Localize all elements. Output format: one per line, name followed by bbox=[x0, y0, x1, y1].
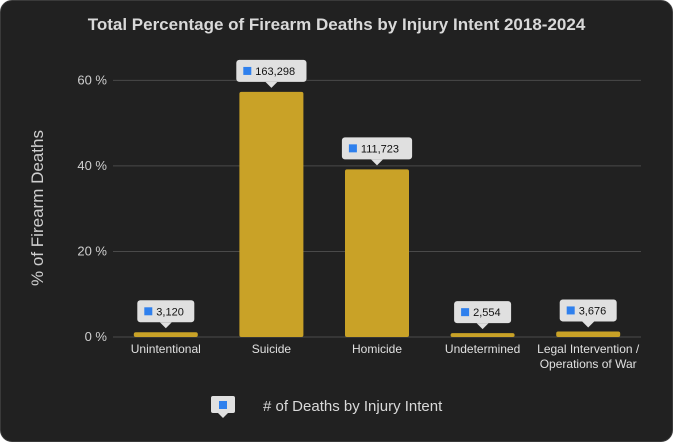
data-label: 2,554 bbox=[473, 307, 501, 319]
x-tick-label: Suicide bbox=[252, 342, 292, 356]
bar[interactable] bbox=[133, 332, 198, 337]
bar[interactable] bbox=[345, 169, 409, 337]
data-label-pointer bbox=[476, 323, 489, 330]
data-label-marker bbox=[566, 306, 575, 315]
bar[interactable] bbox=[556, 331, 621, 337]
data-label: 3,676 bbox=[579, 305, 607, 317]
data-label-pointer bbox=[159, 322, 172, 329]
bar[interactable] bbox=[239, 91, 304, 337]
bar[interactable] bbox=[450, 333, 515, 337]
data-label-pointer bbox=[265, 81, 278, 88]
x-tick-label: Undetermined bbox=[445, 342, 520, 356]
data-label-marker bbox=[243, 66, 252, 75]
data-label-box bbox=[559, 299, 617, 322]
y-tick-label: 40 % bbox=[77, 158, 107, 173]
data-label: 3,120 bbox=[156, 306, 184, 318]
y-tick-label: 0 % bbox=[85, 329, 108, 344]
y-tick-label: 60 % bbox=[77, 72, 107, 87]
data-label-marker bbox=[144, 307, 153, 316]
data-label-marker bbox=[461, 308, 470, 317]
x-tick-label: Operations of War bbox=[540, 357, 637, 371]
data-label-box bbox=[236, 59, 307, 82]
x-tick-label: Homicide bbox=[352, 342, 402, 356]
data-label: 163,298 bbox=[255, 66, 295, 78]
chart-title: Total Percentage of Firearm Deaths by In… bbox=[87, 15, 586, 34]
data-label-pointer bbox=[371, 159, 383, 166]
data-label-box bbox=[454, 301, 512, 324]
y-axis-label: % of Firearm Deaths bbox=[28, 130, 47, 286]
legend-marker bbox=[219, 401, 227, 409]
y-tick-label: 20 % bbox=[77, 243, 107, 258]
data-label-pointer bbox=[582, 321, 595, 328]
data-label-box bbox=[341, 137, 413, 160]
legend-label[interactable]: # of Deaths by Injury Intent bbox=[263, 398, 443, 415]
legend-swatch-pointer bbox=[218, 413, 228, 418]
x-tick-label: Legal Intervention / bbox=[537, 342, 640, 356]
data-label: 111,723 bbox=[361, 143, 399, 155]
x-tick-label: Unintentional bbox=[131, 342, 201, 356]
data-label-marker bbox=[348, 144, 357, 153]
data-label-box bbox=[137, 300, 195, 323]
